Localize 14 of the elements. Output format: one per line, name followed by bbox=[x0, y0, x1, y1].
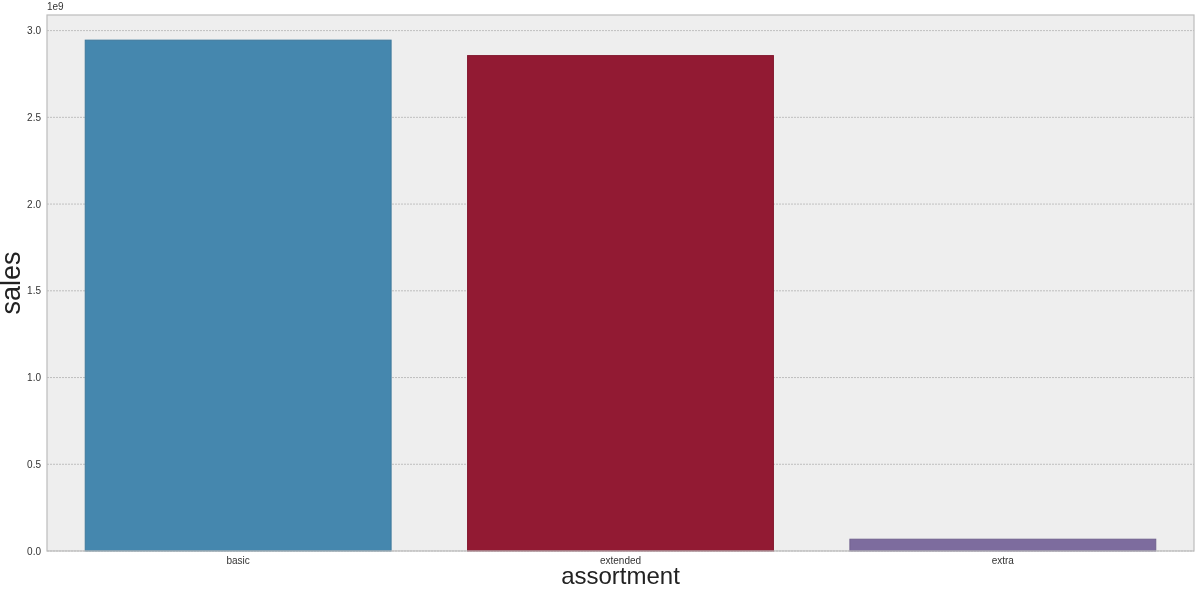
bar bbox=[84, 39, 392, 552]
y-tick-label: 1.5 bbox=[27, 285, 42, 297]
y-tick-label: 0.5 bbox=[27, 458, 42, 470]
x-tick-label: extended bbox=[599, 555, 642, 566]
bar bbox=[467, 55, 774, 552]
y-tick-label: 1.0 bbox=[27, 372, 42, 384]
y-tick-label: 2.5 bbox=[27, 111, 42, 123]
x-tick-label: basic bbox=[226, 555, 250, 566]
y-axis-title: sales bbox=[0, 251, 26, 315]
y-tick-label: 3.0 bbox=[27, 25, 42, 37]
y-tick-label: 0.0 bbox=[27, 545, 42, 557]
x-tick-label: extra bbox=[991, 555, 1015, 566]
y-tick-label: 2.0 bbox=[27, 198, 42, 210]
text: 1e9 bbox=[47, 1, 65, 12]
